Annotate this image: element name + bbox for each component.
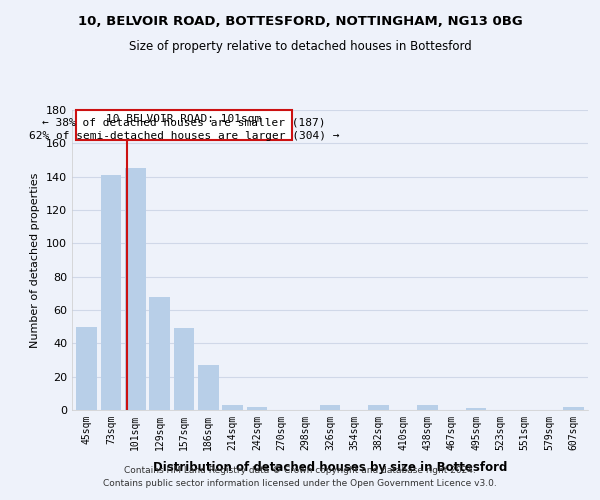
Bar — [149, 296, 170, 410]
Bar — [247, 406, 268, 410]
Bar — [368, 405, 389, 410]
Text: ← 38% of detached houses are smaller (187): ← 38% of detached houses are smaller (18… — [42, 118, 326, 128]
Text: 62% of semi-detached houses are larger (304) →: 62% of semi-detached houses are larger (… — [29, 131, 339, 141]
Bar — [76, 326, 97, 410]
Text: Contains HM Land Registry data © Crown copyright and database right 2024.
Contai: Contains HM Land Registry data © Crown c… — [103, 466, 497, 487]
Bar — [563, 406, 584, 410]
Text: 10, BELVOIR ROAD, BOTTESFORD, NOTTINGHAM, NG13 0BG: 10, BELVOIR ROAD, BOTTESFORD, NOTTINGHAM… — [77, 15, 523, 28]
X-axis label: Distribution of detached houses by size in Bottesford: Distribution of detached houses by size … — [153, 461, 507, 474]
Bar — [320, 405, 340, 410]
Text: 10 BELVOIR ROAD: 101sqm: 10 BELVOIR ROAD: 101sqm — [106, 114, 262, 124]
Bar — [417, 405, 438, 410]
Bar — [173, 328, 194, 410]
Y-axis label: Number of detached properties: Number of detached properties — [31, 172, 40, 348]
Bar — [198, 365, 218, 410]
Bar — [222, 405, 243, 410]
Bar — [101, 175, 121, 410]
Text: Size of property relative to detached houses in Bottesford: Size of property relative to detached ho… — [128, 40, 472, 53]
FancyBboxPatch shape — [76, 110, 292, 140]
Bar — [125, 168, 146, 410]
Bar — [466, 408, 487, 410]
